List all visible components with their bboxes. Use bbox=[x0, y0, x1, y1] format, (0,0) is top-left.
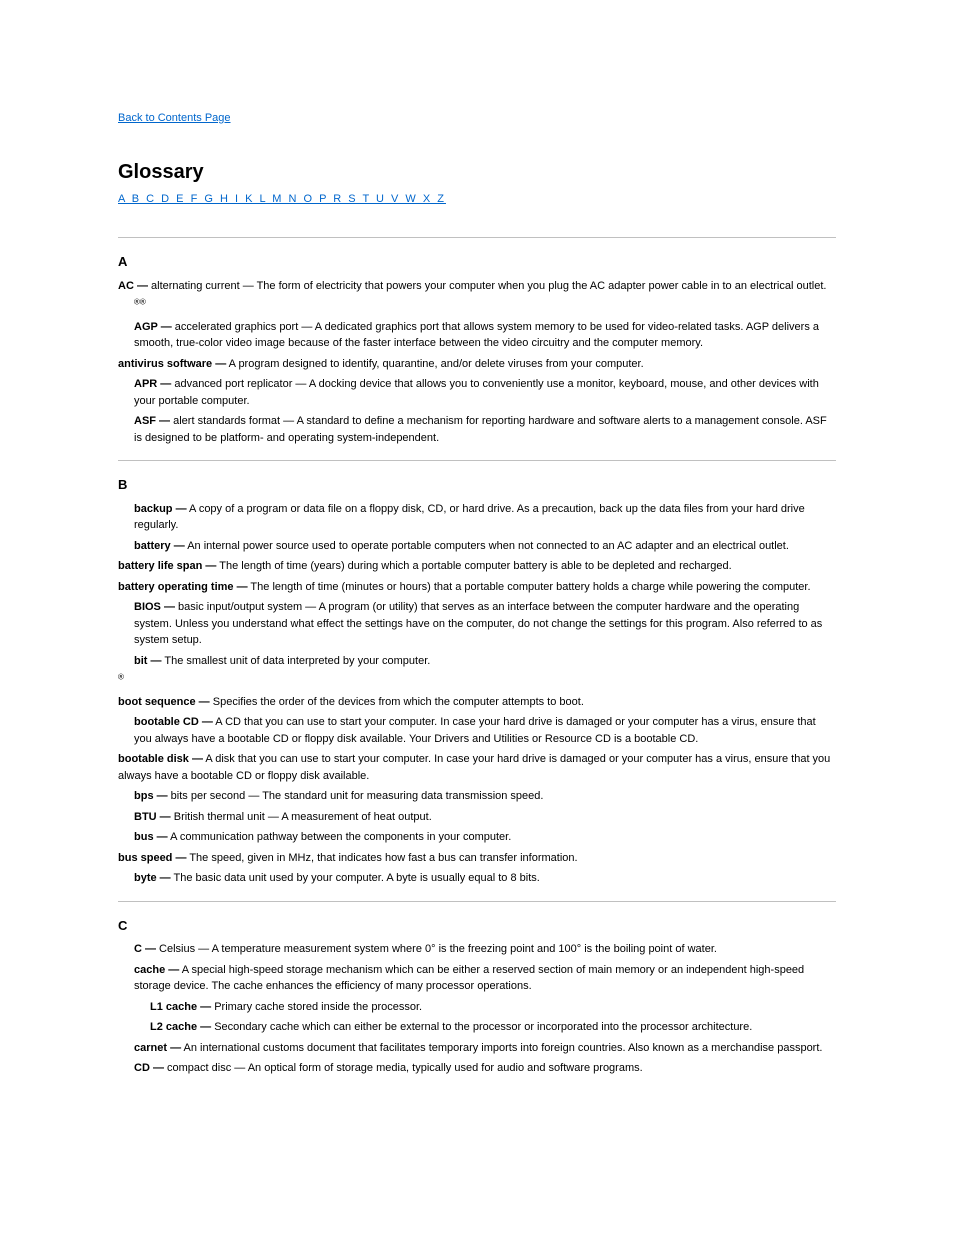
definition: compact disc — An optical form of storag… bbox=[164, 1062, 643, 1074]
term: APR — bbox=[134, 378, 171, 390]
definition: Celsius — A temperature measurement syst… bbox=[156, 943, 717, 955]
definition: An international customs document that f… bbox=[181, 1042, 822, 1054]
glossary-entry: battery operating time — The length of t… bbox=[118, 579, 836, 596]
term: C — bbox=[134, 943, 156, 955]
term: CD — bbox=[134, 1062, 164, 1074]
glossary-entry: APR — advanced port replicator — A docki… bbox=[134, 376, 836, 409]
glossary-entry: bus speed — The speed, given in MHz, tha… bbox=[118, 850, 836, 867]
glossary-entry: battery life span — The length of time (… bbox=[118, 558, 836, 575]
definition: alternating current — The form of electr… bbox=[148, 280, 826, 292]
glossary-entry: BIOS — basic input/output system — A pro… bbox=[134, 599, 836, 649]
glossary-entry: L1 cache — Primary cache stored inside t… bbox=[150, 999, 836, 1016]
term: battery life span — bbox=[118, 560, 216, 572]
definition: bits per second — The standard unit for … bbox=[168, 790, 544, 802]
definition: The speed, given in MHz, that indicates … bbox=[186, 852, 577, 864]
section-heading-b: B bbox=[118, 460, 836, 495]
definition: Specifies the order of the devices from … bbox=[210, 696, 584, 708]
glossary-entry: bps — bits per second — The standard uni… bbox=[134, 788, 836, 805]
glossary-entry: ®® bbox=[134, 298, 836, 315]
term: bootable CD — bbox=[134, 716, 213, 728]
term: AC — bbox=[118, 280, 148, 292]
definition: The length of time (years) during which … bbox=[216, 560, 731, 572]
term: byte — bbox=[134, 872, 171, 884]
definition: A communication pathway between the comp… bbox=[168, 831, 512, 843]
definition: advanced port replicator — A docking dev… bbox=[134, 378, 819, 407]
glossary-entry: battery — An internal power source used … bbox=[134, 538, 836, 555]
term: L1 cache — bbox=[150, 1001, 211, 1013]
term: carnet — bbox=[134, 1042, 181, 1054]
term: bps — bbox=[134, 790, 168, 802]
term: battery — bbox=[134, 540, 185, 552]
term: bus — bbox=[134, 831, 168, 843]
section-heading-a: A bbox=[118, 237, 836, 272]
term: bootable disk — bbox=[118, 753, 203, 765]
glossary-entry: C — Celsius — A temperature measurement … bbox=[134, 941, 836, 958]
alphabet-nav-links[interactable]: A B C D E F G H I K L M N O P R S T U V … bbox=[118, 193, 446, 205]
term: battery operating time — bbox=[118, 581, 248, 593]
definition: Primary cache stored inside the processo… bbox=[211, 1001, 422, 1013]
term: boot sequence — bbox=[118, 696, 210, 708]
glossary-entry: bootable CD — A CD that you can use to s… bbox=[134, 714, 836, 747]
term: ASF — bbox=[134, 415, 170, 427]
definition: The smallest unit of data interpreted by… bbox=[162, 655, 431, 667]
section-heading-c: C bbox=[118, 901, 836, 936]
term: BIOS — bbox=[134, 601, 175, 613]
definition: basic input/output system — A program (o… bbox=[134, 601, 822, 646]
definition: A copy of a program or data file on a fl… bbox=[134, 503, 805, 532]
registered-symbol: ® bbox=[118, 672, 124, 681]
glossary-entry: ASF — alert standards format — A standar… bbox=[134, 413, 836, 446]
page-title: Glossary bbox=[118, 157, 836, 187]
definition: A disk that you can use to start your co… bbox=[118, 753, 830, 782]
glossary-entry: bootable disk — A disk that you can use … bbox=[118, 751, 836, 784]
definition: An internal power source used to operate… bbox=[185, 540, 789, 552]
definition: British thermal unit — A measurement of … bbox=[171, 811, 432, 823]
glossary-entry: byte — The basic data unit used by your … bbox=[134, 870, 836, 887]
definition: accelerated graphics port — A dedicated … bbox=[134, 321, 819, 350]
back-to-contents-link[interactable]: Back to Contents Page bbox=[118, 112, 231, 124]
glossary-entry: cache — A special high-speed storage mec… bbox=[134, 962, 836, 995]
term: bit — bbox=[134, 655, 162, 667]
registered-symbol: ® bbox=[140, 297, 146, 306]
definition: The length of time (minutes or hours) th… bbox=[248, 581, 811, 593]
glossary-entry: boot sequence — Specifies the order of t… bbox=[118, 694, 836, 711]
definition: alert standards format — A standard to d… bbox=[134, 415, 827, 444]
glossary-entry: L2 cache — Secondary cache which can eit… bbox=[150, 1019, 836, 1036]
glossary-entry: CD — compact disc — An optical form of s… bbox=[134, 1060, 836, 1077]
glossary-entry: ® bbox=[118, 673, 836, 690]
glossary-entry: antivirus software — A program designed … bbox=[118, 356, 836, 373]
term: antivirus software — bbox=[118, 358, 226, 370]
term: BTU — bbox=[134, 811, 171, 823]
alphabet-nav[interactable]: A B C D E F G H I K L M N O P R S T U V … bbox=[118, 191, 836, 208]
definition: The basic data unit used by your compute… bbox=[171, 872, 540, 884]
glossary-entry: carnet — An international customs docume… bbox=[134, 1040, 836, 1057]
glossary-entry: AC — alternating current — The form of e… bbox=[118, 278, 836, 295]
glossary-entry: BTU — British thermal unit — A measureme… bbox=[134, 809, 836, 826]
definition: A special high-speed storage mechanism w… bbox=[134, 964, 804, 993]
term: backup — bbox=[134, 503, 187, 515]
definition: Secondary cache which can either be exte… bbox=[211, 1021, 752, 1033]
glossary-entry: AGP — accelerated graphics port — A dedi… bbox=[134, 319, 836, 352]
term: cache — bbox=[134, 964, 179, 976]
term: bus speed — bbox=[118, 852, 186, 864]
glossary-entry: bus — A communication pathway between th… bbox=[134, 829, 836, 846]
term: AGP — bbox=[134, 321, 172, 333]
glossary-entry: backup — A copy of a program or data fil… bbox=[134, 501, 836, 534]
definition: A program designed to identify, quaranti… bbox=[226, 358, 643, 370]
glossary-entry: bit — The smallest unit of data interpre… bbox=[134, 653, 836, 670]
term: L2 cache — bbox=[150, 1021, 211, 1033]
definition: A CD that you can use to start your comp… bbox=[134, 716, 816, 745]
